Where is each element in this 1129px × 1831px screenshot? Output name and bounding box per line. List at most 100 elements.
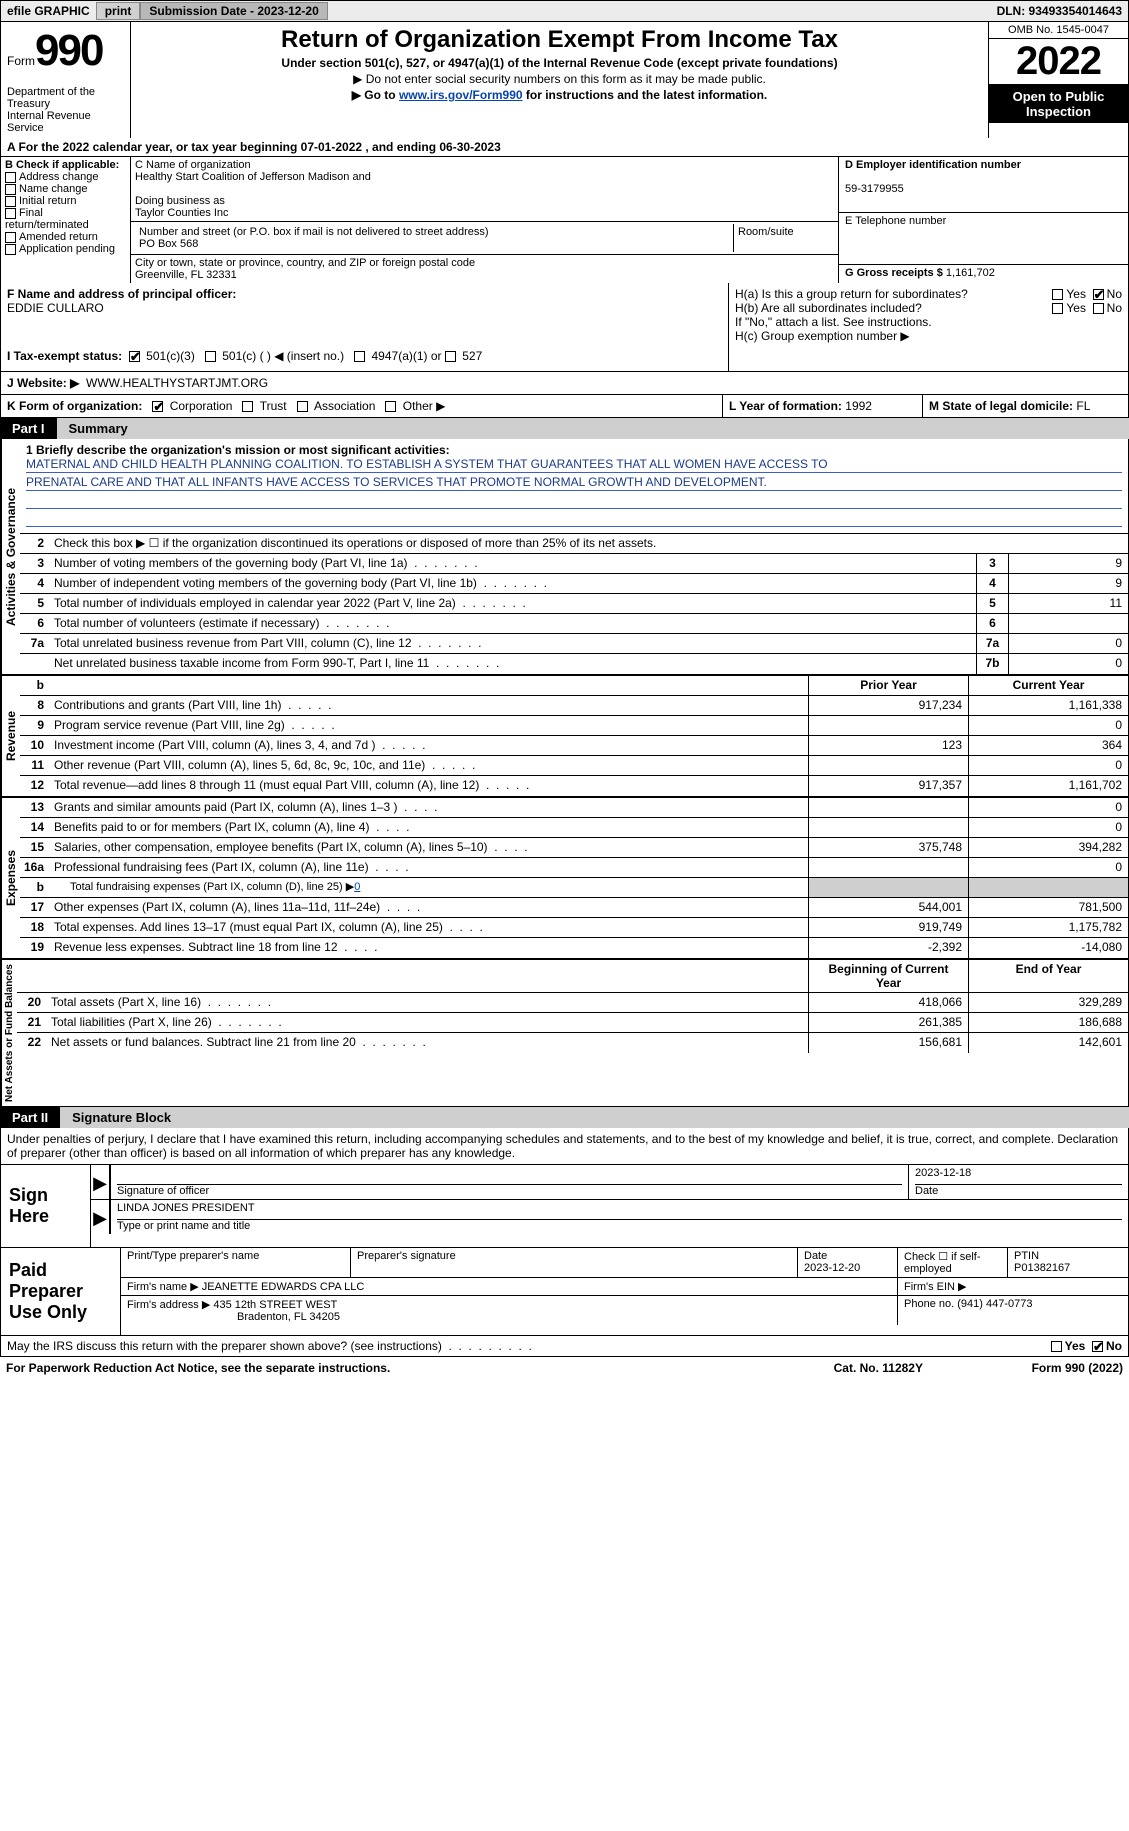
line-num: 16a (20, 858, 50, 877)
line-box: 7b (976, 654, 1008, 674)
part2-title: Signature Block (60, 1107, 183, 1128)
ptin-val: P01382167 (1014, 1262, 1070, 1274)
line-num: 15 (20, 838, 50, 857)
line-curr: 0 (968, 798, 1128, 817)
hb-no: No (1107, 301, 1122, 315)
line-desc: Revenue less expenses. Subtract line 18 … (50, 938, 808, 958)
line-num: b (20, 878, 50, 897)
name-field: LINDA JONES PRESIDENT Type or print name… (111, 1200, 1128, 1234)
c-city: Greenville, FL 32331 (135, 269, 237, 281)
line-num: 9 (20, 716, 50, 735)
col-curr-hdr: Current Year (968, 676, 1128, 695)
discuss-no: No (1106, 1339, 1122, 1353)
cb-ha-no[interactable] (1093, 289, 1104, 300)
col-c: C Name of organization Healthy Start Coa… (131, 157, 838, 283)
declaration: Under penalties of perjury, I declare th… (0, 1128, 1129, 1164)
j-row: J Website: ▶ WWW.HEALTHYSTARTJMT.ORG (1, 372, 1128, 395)
line-curr: 329,289 (968, 993, 1128, 1012)
cb-ha-yes[interactable] (1052, 289, 1063, 300)
prep-label: Paid Preparer Use Only (1, 1248, 121, 1335)
rev-line: 8 Contributions and grants (Part VIII, l… (20, 696, 1128, 716)
i-label: I Tax-exempt status: (7, 349, 122, 363)
line-prior: 917,234 (808, 696, 968, 715)
rev-header: b Prior Year Current Year (20, 676, 1128, 696)
gov-line: 3 Number of voting members of the govern… (20, 554, 1128, 574)
na-line: 20 Total assets (Part X, line 16) . . . … (17, 993, 1128, 1013)
opt-address-change: Address change (19, 171, 99, 183)
c-city-label: City or town, state or province, country… (135, 257, 475, 269)
l-box: L Year of formation: 1992 (722, 395, 922, 417)
ptin-label: PTIN (1014, 1250, 1039, 1262)
cb-discuss-no[interactable] (1092, 1341, 1103, 1352)
gov-line: 6 Total number of volunteers (estimate i… (20, 614, 1128, 634)
cb-assoc[interactable] (297, 401, 308, 412)
l-label: L Year of formation: (729, 399, 842, 413)
form-label: Form (7, 54, 35, 68)
cb-app-pending[interactable] (5, 244, 16, 255)
line-desc: Net assets or fund balances. Subtract li… (47, 1033, 808, 1053)
rev-spacer (50, 676, 808, 695)
mission-box: 1 Briefly describe the organization's mi… (20, 439, 1128, 534)
sign-row-2: ▶ LINDA JONES PRESIDENT Type or print na… (91, 1200, 1128, 1234)
line-curr: 0 (968, 818, 1128, 837)
k-left: K Form of organization: Corporation Trus… (7, 399, 722, 413)
cb-discuss-yes[interactable] (1051, 1341, 1062, 1352)
line-curr: 0 (968, 858, 1128, 877)
cb-4947[interactable] (354, 351, 365, 362)
exp-line: 13 Grants and similar amounts paid (Part… (20, 798, 1128, 818)
line-desc: Professional fundraising fees (Part IX, … (50, 858, 808, 877)
k-label: K Form of organization: (7, 399, 142, 413)
line-box: 6 (976, 614, 1008, 633)
cb-corp[interactable] (152, 401, 163, 412)
vlabel-revenue: Revenue (1, 676, 20, 796)
mission-l2: PRENATAL CARE AND THAT ALL INFANTS HAVE … (26, 475, 1122, 491)
sign-here-label: Sign Here (1, 1165, 91, 1247)
firm-ein: Firm's EIN ▶ (898, 1278, 1128, 1295)
cb-527[interactable] (445, 351, 456, 362)
cb-501c3[interactable] (129, 351, 140, 362)
line-num: 10 (20, 736, 50, 755)
print-button[interactable]: print (96, 2, 141, 20)
cb-name-change[interactable] (5, 184, 16, 195)
irs-label: Internal Revenue Service (7, 110, 124, 134)
cb-amended[interactable] (5, 232, 16, 243)
cb-final-return[interactable] (5, 208, 16, 219)
section-revenue: Revenue b Prior Year Current Year 8 Cont… (1, 676, 1128, 798)
cb-hb-yes[interactable] (1052, 303, 1063, 314)
line-curr: 364 (968, 736, 1128, 755)
vlabel-expenses: Expenses (1, 798, 20, 958)
cb-initial-return[interactable] (5, 196, 16, 207)
cb-address-change[interactable] (5, 172, 16, 183)
line-num: 5 (20, 594, 50, 613)
opt-501c3: 501(c)(3) (146, 349, 195, 363)
cb-other[interactable] (385, 401, 396, 412)
section-governance: Activities & Governance 1 Briefly descri… (1, 439, 1128, 676)
line-curr: 142,601 (968, 1033, 1128, 1053)
cb-hb-no[interactable] (1093, 303, 1104, 314)
line-val: 9 (1008, 574, 1128, 593)
officer-name: LINDA JONES PRESIDENT (117, 1202, 1122, 1220)
cb-501c[interactable] (205, 351, 216, 362)
sig-date: 2023-12-18 (915, 1167, 1122, 1185)
line-num: 4 (20, 574, 50, 593)
na-spacer-d (47, 960, 808, 992)
cb-trust[interactable] (242, 401, 253, 412)
sig-line[interactable] (117, 1167, 902, 1185)
f-name: EDDIE CULLARO (7, 301, 104, 315)
part1-num: Part I (0, 418, 57, 439)
mission-l4 (26, 511, 1122, 527)
hc-row: H(c) Group exemption number ▶ (735, 329, 1122, 343)
line-box: 5 (976, 594, 1008, 613)
exp-line: 14 Benefits paid to or for members (Part… (20, 818, 1128, 838)
line-prior: 261,385 (808, 1013, 968, 1032)
irs-link[interactable]: www.irs.gov/Form990 (399, 88, 523, 102)
gov-line: 7a Total unrelated business revenue from… (20, 634, 1128, 654)
fundraising-link[interactable]: 0 (354, 881, 360, 893)
header-left: Form990 Department of the Treasury Inter… (1, 22, 131, 138)
line-val (1008, 614, 1128, 633)
goto-pre: ▶ Go to (352, 88, 399, 102)
firm-name: Firm's name ▶ JEANETTE EDWARDS CPA LLC (121, 1278, 898, 1295)
prep-date-label: Date (804, 1250, 827, 1262)
line-val: 0 (1008, 654, 1128, 674)
line-curr: 1,161,338 (968, 696, 1128, 715)
